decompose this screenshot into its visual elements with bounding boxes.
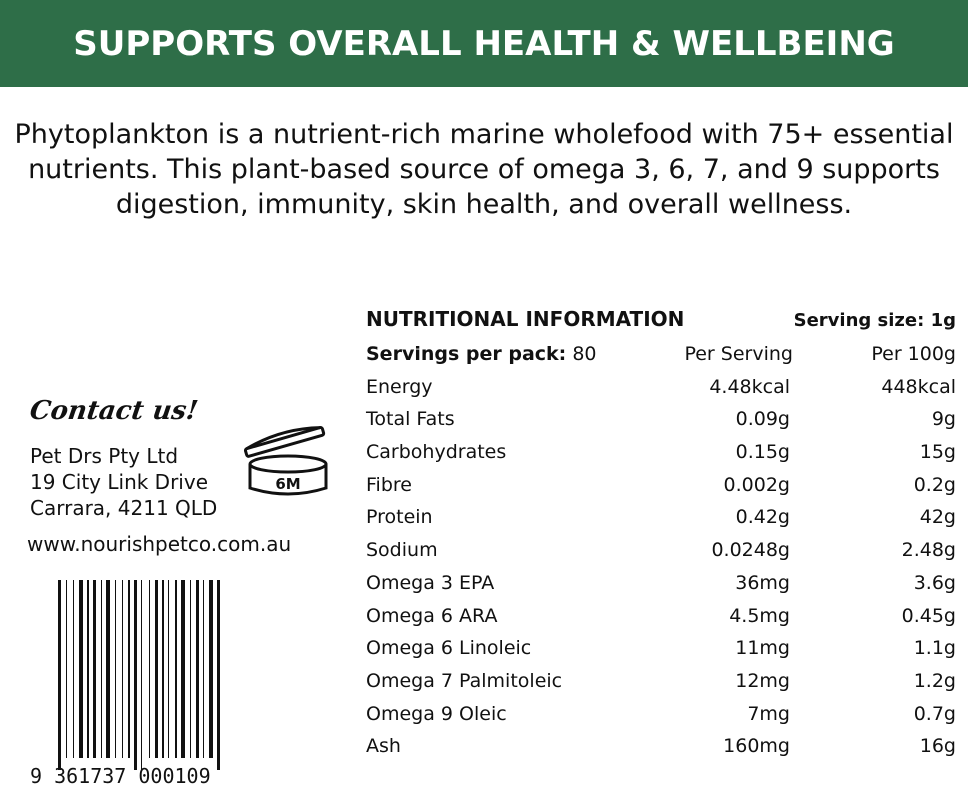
per-100g-value: 0.45g xyxy=(901,604,956,627)
barcode: 9 361737 000109 xyxy=(30,580,220,788)
barcode-bar xyxy=(134,580,137,770)
per-100g-value: 16g xyxy=(919,735,956,758)
barcode-bar xyxy=(93,580,96,758)
servings-value: 80 xyxy=(572,343,597,365)
barcode-bar xyxy=(149,580,150,758)
nutrition-row: Omega 3 EPA 36mg 3.6g xyxy=(366,572,956,605)
barcode-bar xyxy=(175,580,177,758)
barcode-bar xyxy=(155,580,158,758)
barcode-bar xyxy=(128,580,130,758)
street-address: 19 City Link Drive xyxy=(30,470,208,494)
nutrition-row: Total Fats 0.09g 9g xyxy=(366,408,956,441)
nutrient-name: Total Fats xyxy=(366,408,455,431)
barcode-bar xyxy=(101,580,102,758)
nutrient-name: Protein xyxy=(366,506,433,529)
per-serving-value: 160mg xyxy=(723,735,790,758)
address-block: Pet Drs Pty Ltd 19 City Link Drive Carra… xyxy=(30,443,217,521)
servings-label: Servings per pack: xyxy=(366,343,567,365)
per-100g-value: 1.2g xyxy=(913,669,956,692)
per-100g-value: 1.1g xyxy=(913,637,956,660)
nutrient-name: Energy xyxy=(366,375,433,398)
col-per-serving: Per Serving xyxy=(684,343,793,365)
company-name: Pet Drs Pty Ltd xyxy=(30,444,179,468)
nutrition-row: Omega 7 Palmitoleic 12mg 1.2g xyxy=(366,670,956,703)
barcode-bar xyxy=(190,580,191,758)
nutrition-title: NUTRITIONAL INFORMATION xyxy=(366,307,685,331)
per-serving-value: 7mg xyxy=(747,702,790,725)
barcode-bar xyxy=(203,580,204,758)
header-banner: SUPPORTS OVERALL HEALTH & WELLBEING xyxy=(0,0,968,87)
per-100g-value: 448kcal xyxy=(881,375,956,398)
barcode-bar xyxy=(66,580,67,758)
barcode-bar xyxy=(162,580,164,758)
barcode-digits: 9 361737 000109 xyxy=(30,764,211,788)
barcode-bar xyxy=(141,580,142,770)
barcode-bar xyxy=(73,580,74,758)
barcode-bar xyxy=(168,580,169,758)
pao-label: 6M xyxy=(275,475,300,493)
intro-paragraph: Phytoplankton is a nutrient-rich marine … xyxy=(14,119,954,220)
nutrient-name: Omega 9 Oleic xyxy=(366,702,507,725)
per-serving-value: 0.42g xyxy=(735,506,790,529)
barcode-bar xyxy=(217,580,220,770)
nutrition-rows: Energy 4.48kcal 448kcal Total Fats 0.09g 9g Ca… xyxy=(366,376,956,768)
barcode-bar xyxy=(58,580,61,770)
col-per-100g: Per 100g xyxy=(871,343,956,365)
barcode-bar xyxy=(181,580,185,758)
per-serving-value: 0.09g xyxy=(735,408,790,431)
nutrient-name: Fibre xyxy=(366,473,412,496)
per-100g-value: 9g xyxy=(931,408,956,431)
servings-cell: Servings per pack: 80 xyxy=(366,343,597,365)
barcode-bar xyxy=(106,580,110,758)
nutrition-row: Omega 9 Oleic 7mg 0.7g xyxy=(366,703,956,736)
servings-row: Servings per pack: 80 Per Serving Per 10… xyxy=(366,343,956,376)
nutrition-header: NUTRITIONAL INFORMATION Serving size: 1g xyxy=(366,307,956,343)
per-serving-value: 11mg xyxy=(735,637,790,660)
barcode-bar xyxy=(79,580,83,758)
barcode-bar xyxy=(87,580,89,758)
per-100g-value: 15g xyxy=(919,441,956,464)
per-serving-value: 12mg xyxy=(735,669,790,692)
nutrition-row: Omega 6 ARA 4.5mg 0.45g xyxy=(366,605,956,638)
per-100g-value: 0.7g xyxy=(913,702,956,725)
nutrient-name: Omega 3 EPA xyxy=(366,571,495,594)
city-address: Carrara, 4211 QLD xyxy=(30,496,218,520)
nutrient-name: Carbohydrates xyxy=(366,441,507,464)
nutrient-name: Sodium xyxy=(366,539,438,562)
barcode-bar xyxy=(115,580,116,758)
barcode-bar xyxy=(209,580,213,758)
per-100g-value: 0.2g xyxy=(913,473,956,496)
per-serving-value: 0.002g xyxy=(723,473,790,496)
banner-title: SUPPORTS OVERALL HEALTH & WELLBEING xyxy=(73,23,895,64)
per-serving-value: 4.48kcal xyxy=(709,375,790,398)
nutrient-name: Omega 7 Palmitoleic xyxy=(366,669,563,692)
per-serving-value: 36mg xyxy=(735,571,790,594)
per-100g-value: 3.6g xyxy=(913,571,956,594)
nutrition-row: Omega 6 Linoleic 11mg 1.1g xyxy=(366,637,956,670)
nutrition-panel: NUTRITIONAL INFORMATION Serving size: 1g… xyxy=(366,307,956,768)
barcode-bar xyxy=(122,580,123,758)
per-100g-value: 2.48g xyxy=(901,539,956,562)
nutrition-row: Ash 160mg 16g xyxy=(366,735,956,768)
nutrient-name: Omega 6 Linoleic xyxy=(366,637,532,660)
nutrition-row: Sodium 0.0248g 2.48g xyxy=(366,539,956,572)
per-serving-value: 0.15g xyxy=(735,441,790,464)
nutrient-name: Omega 6 ARA xyxy=(366,604,498,627)
per-serving-value: 4.5mg xyxy=(729,604,790,627)
nutrition-row: Carbohydrates 0.15g 15g xyxy=(366,441,956,474)
per-serving-value: 0.0248g xyxy=(711,539,790,562)
contact-heading: Contact us! xyxy=(27,396,200,426)
nutrition-row: Fibre 0.002g 0.2g xyxy=(366,474,956,507)
serving-size: Serving size: 1g xyxy=(793,310,956,331)
nutrient-name: Ash xyxy=(366,735,401,758)
website-link[interactable]: www.nourishpetco.com.au xyxy=(27,532,292,556)
per-100g-value: 42g xyxy=(919,506,956,529)
period-after-opening-icon: 6M xyxy=(243,426,328,496)
nutrition-row: Energy 4.48kcal 448kcal xyxy=(366,376,956,409)
barcode-bar xyxy=(196,580,199,758)
nutrition-row: Protein 0.42g 42g xyxy=(366,506,956,539)
